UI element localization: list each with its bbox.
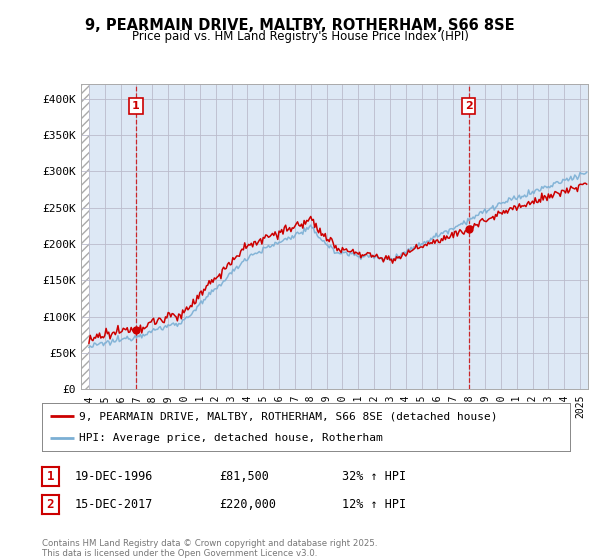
Text: HPI: Average price, detached house, Rotherham: HPI: Average price, detached house, Roth… xyxy=(79,433,383,443)
Text: 12% ↑ HPI: 12% ↑ HPI xyxy=(342,498,406,511)
Text: 1: 1 xyxy=(47,470,54,483)
Text: 9, PEARMAIN DRIVE, MALTBY, ROTHERHAM, S66 8SE: 9, PEARMAIN DRIVE, MALTBY, ROTHERHAM, S6… xyxy=(85,18,515,33)
Text: 19-DEC-1996: 19-DEC-1996 xyxy=(75,470,154,483)
Text: 32% ↑ HPI: 32% ↑ HPI xyxy=(342,470,406,483)
Text: 2: 2 xyxy=(47,498,54,511)
Text: 15-DEC-2017: 15-DEC-2017 xyxy=(75,498,154,511)
Text: Contains HM Land Registry data © Crown copyright and database right 2025.
This d: Contains HM Land Registry data © Crown c… xyxy=(42,539,377,558)
Text: £81,500: £81,500 xyxy=(219,470,269,483)
Text: Price paid vs. HM Land Registry's House Price Index (HPI): Price paid vs. HM Land Registry's House … xyxy=(131,30,469,43)
Text: 2: 2 xyxy=(464,101,472,111)
Text: 1: 1 xyxy=(132,101,140,111)
Text: 9, PEARMAIN DRIVE, MALTBY, ROTHERHAM, S66 8SE (detached house): 9, PEARMAIN DRIVE, MALTBY, ROTHERHAM, S6… xyxy=(79,411,497,421)
Text: £220,000: £220,000 xyxy=(219,498,276,511)
